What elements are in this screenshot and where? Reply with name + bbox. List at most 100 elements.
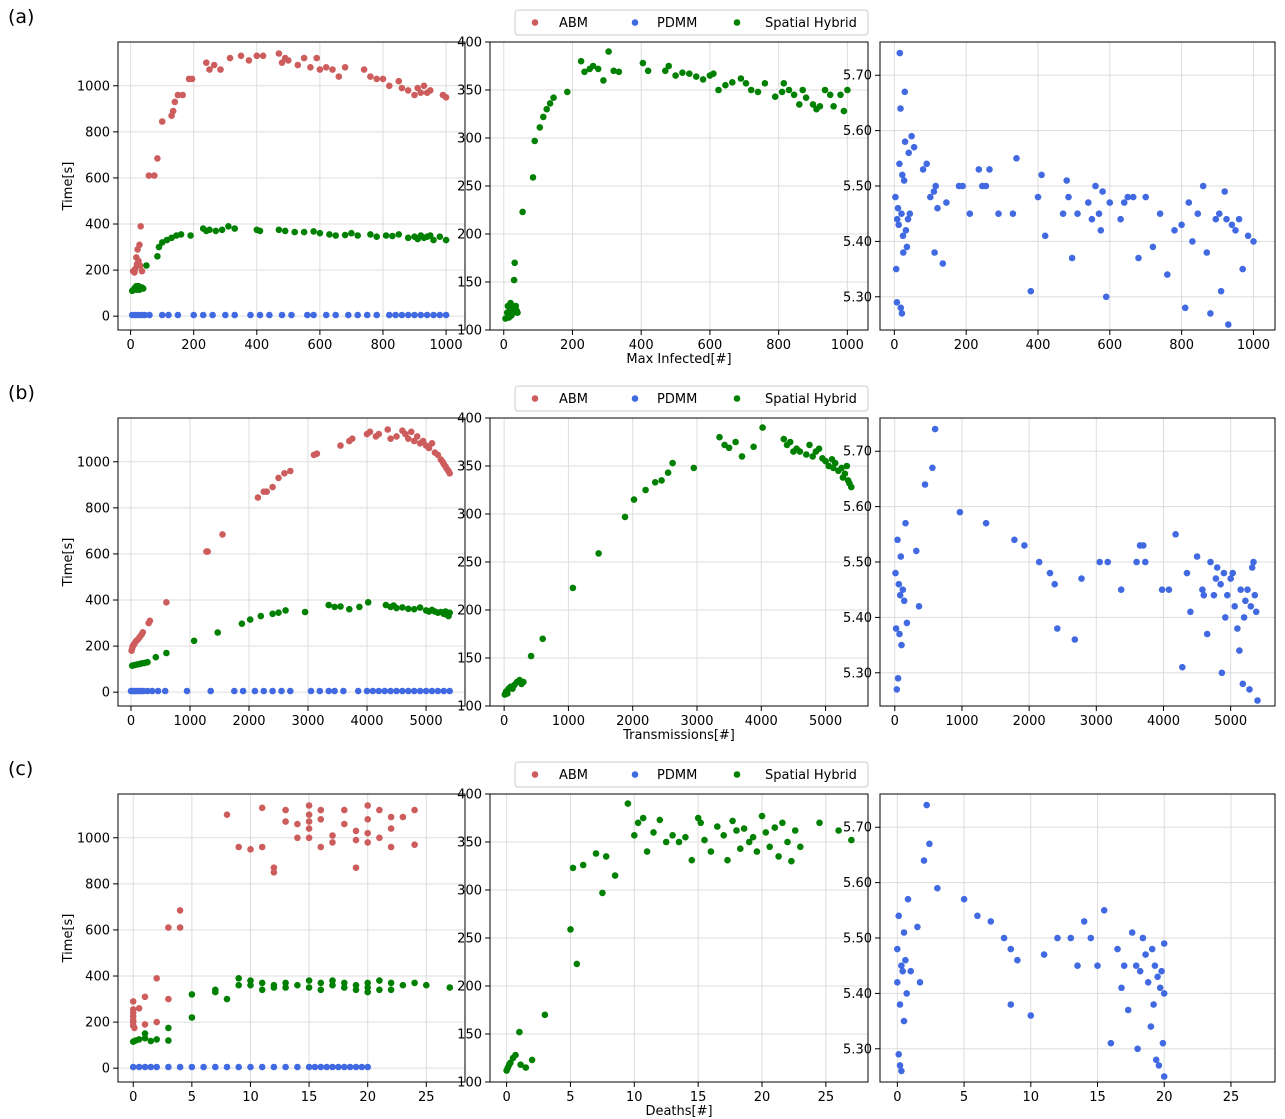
spatial-hybrid-point [830, 103, 837, 110]
abm-point [217, 66, 224, 73]
y-tick-label: 200 [85, 1016, 110, 1031]
abm-point [352, 827, 360, 835]
pdmm-point [363, 687, 371, 695]
spatial-hybrid-point [223, 995, 231, 1003]
x-tick-label: 200 [560, 338, 585, 353]
spatial-hybrid-point [165, 1037, 172, 1044]
panel-r2c0: 0 5 10 15 20 25 0 200 400 600 800 1000 Time[s] [61, 793, 466, 1105]
pdmm-point [1228, 221, 1236, 229]
x-tick-label: 600 [698, 338, 723, 353]
spatial-hybrid-point [411, 979, 418, 987]
x-tick-label: 200 [181, 338, 206, 353]
spatial-hybrid-point [367, 231, 374, 238]
spatial-hybrid-point [675, 838, 683, 846]
y-tick-label: 200 [85, 264, 110, 279]
spatial-hybrid-point [305, 977, 313, 984]
pdmm-point [1087, 934, 1095, 942]
pdmm-point [1054, 625, 1061, 632]
pdmm-point [901, 88, 909, 96]
spatial-hybrid-point [364, 979, 372, 987]
spatial-hybrid-point [835, 827, 842, 834]
x-tick-label: 4000 [745, 714, 778, 729]
spatial-hybrid-point [520, 678, 527, 686]
abm-point [399, 813, 407, 821]
y-tick-label: 800 [85, 877, 110, 892]
pdmm-point [893, 299, 901, 306]
pdmm-point [340, 687, 347, 695]
spatial-hybrid-point [540, 113, 547, 121]
abm-point [341, 64, 349, 71]
pdmm-point [919, 166, 927, 173]
y-tick-label: 1000 [77, 831, 110, 846]
pdmm-point [1038, 171, 1045, 179]
spatial-hybrid-point [246, 616, 254, 623]
pdmm-point [446, 687, 454, 695]
spatial-hybrid-point [153, 1036, 160, 1043]
spatial-hybrid-point [592, 850, 600, 857]
pdmm-point [1152, 1056, 1160, 1064]
abm-point [393, 433, 400, 440]
legend-marker-spatial-hybrid [733, 771, 741, 778]
pdmm-point [434, 687, 442, 695]
pdmm-point [896, 160, 903, 168]
panel-r2c2: 0 5 10 15 20 25 5.30 5.40 5.50 5.60 5.70 [843, 793, 1276, 1105]
abm-point [341, 806, 348, 814]
abm-point [427, 87, 434, 94]
abm-point [270, 869, 278, 876]
pdmm-point [960, 895, 968, 903]
spatial-hybrid-point [737, 75, 745, 82]
pdmm-point [932, 182, 939, 190]
spatial-hybrid-point [775, 853, 782, 860]
y-tick-label: 200 [457, 980, 482, 995]
y-tick-label: 5.50 [843, 556, 872, 571]
pdmm-point [161, 687, 169, 695]
spatial-hybrid-point [155, 243, 163, 251]
abm-point [131, 1024, 138, 1032]
pdmm-point [1149, 243, 1157, 251]
spatial-hybrid-point [517, 1061, 524, 1068]
pdmm-point [1120, 199, 1128, 206]
abm-point [138, 267, 146, 275]
x-tick-label: 10 [242, 1090, 259, 1105]
spatial-hybrid-point [225, 223, 232, 230]
panel-r1c0: 0 1000 2000 3000 4000 5000 0 200 400 600 800 1000 Ti… [61, 417, 466, 729]
spatial-hybrid-point [686, 70, 693, 77]
spatial-hybrid-point [749, 833, 757, 841]
abm-point [387, 825, 395, 832]
pdmm-point [898, 962, 905, 969]
pdmm-point [1065, 193, 1072, 201]
spatial-hybrid-point [644, 67, 652, 75]
abm-point [386, 82, 393, 90]
pdmm-point [1172, 531, 1179, 538]
pdmm-point [288, 311, 295, 319]
pdmm-point [294, 1063, 301, 1071]
spatial-hybrid-point [651, 479, 659, 486]
x-axis-label: Max Infected[#] [626, 352, 731, 367]
y-tick-label: 800 [85, 125, 110, 140]
spatial-hybrid-point [573, 960, 581, 968]
abm-point [253, 52, 261, 60]
spatial-hybrid-point [354, 232, 362, 239]
spatial-hybrid-point [389, 232, 396, 240]
x-tick-label: 5 [960, 1090, 968, 1105]
abm-point [223, 811, 231, 818]
spatial-hybrid-point [729, 817, 736, 825]
spatial-hybrid-point [662, 67, 669, 75]
pdmm-point [1097, 227, 1105, 234]
pdmm-point [899, 586, 907, 593]
pdmm-point [1181, 304, 1189, 312]
pdmm-point [311, 1063, 319, 1071]
pdmm-point [923, 160, 930, 168]
pdmm-point [1251, 591, 1259, 599]
spatial-hybrid-point [231, 225, 238, 232]
pdmm-point [417, 311, 425, 319]
spatial-hybrid-point [778, 88, 786, 96]
abm-point [146, 617, 154, 625]
pdmm-point [1148, 945, 1156, 953]
spatial-hybrid-point [656, 816, 664, 824]
pdmm-point [207, 687, 214, 695]
abm-point [247, 846, 254, 853]
x-tick-label: 20 [1156, 1090, 1173, 1105]
y-tick-label: 5.70 [843, 821, 872, 836]
spatial-hybrid-point [784, 838, 791, 846]
